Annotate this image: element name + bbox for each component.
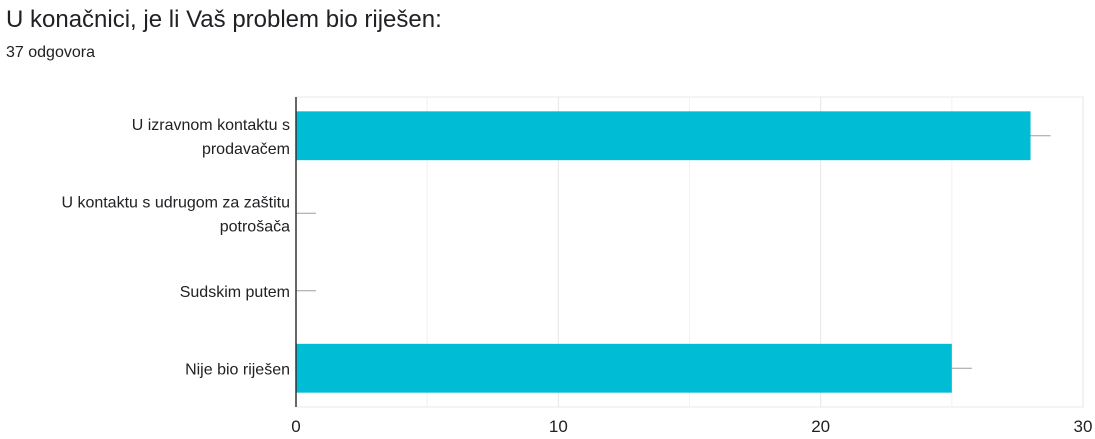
category-label: U kontaktu s udrugom za zaštitu (61, 194, 290, 211)
x-tick-label: 30 (1074, 417, 1093, 436)
category-label: Nije bio riješen (185, 361, 290, 378)
bar (296, 343, 952, 393)
response-count: 37 odgovora (6, 44, 95, 61)
bar (296, 111, 1031, 161)
x-tick-label: 20 (811, 417, 830, 436)
category-label: potrošača (220, 218, 290, 235)
x-tick-label: 0 (291, 417, 300, 436)
category-label: U izravnom kontaktu s (132, 117, 290, 134)
category-label: prodavačem (202, 141, 290, 158)
chart-title: U konačnici, je li Vaš problem bio riješ… (6, 6, 442, 33)
category-label: Sudskim putem (180, 284, 290, 301)
x-tick-label: 10 (549, 417, 568, 436)
